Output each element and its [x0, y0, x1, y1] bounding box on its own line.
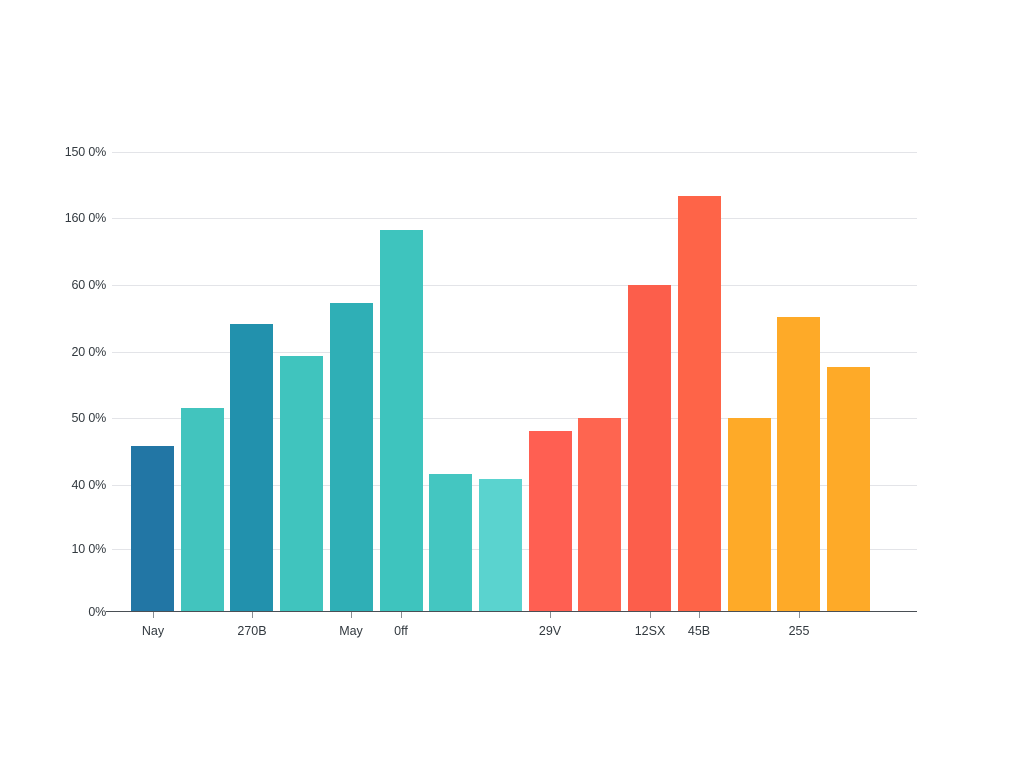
bar-8 [479, 479, 522, 612]
bar-2 [181, 408, 224, 612]
bar-6 [380, 230, 423, 612]
x-tick-label: 45B [687, 624, 711, 638]
y-tick-label: 40 0% [71, 478, 107, 492]
x-tick [699, 612, 700, 618]
gridline [112, 218, 917, 219]
y-tick-label: 0% [88, 605, 106, 619]
y-tick-label: 50 0% [71, 411, 107, 425]
bar-4 [280, 356, 323, 612]
x-tick [351, 612, 352, 618]
x-tick [650, 612, 651, 618]
x-tick-label: 270B [237, 624, 267, 638]
bar-14 [777, 317, 820, 612]
x-tick-label: 0ff [394, 624, 408, 638]
y-tick-label: 20 0% [71, 345, 107, 359]
x-tick-label: Nay [141, 624, 165, 638]
y-tick-label: 150 0% [64, 145, 106, 159]
bar-7 [429, 474, 472, 612]
gridline [112, 152, 917, 153]
bar-3 [230, 324, 273, 612]
x-tick [799, 612, 800, 618]
x-tick-label: 12SX [634, 624, 666, 638]
x-tick-label: May [339, 624, 363, 638]
x-tick [252, 612, 253, 618]
bar-9 [529, 431, 572, 612]
y-tick-label: 60 0% [71, 278, 107, 292]
bar-5 [330, 303, 373, 612]
x-tick-label: 255 [788, 624, 810, 638]
y-tick-label: 10 0% [71, 542, 107, 556]
x-axis-line [106, 611, 917, 612]
gridline [112, 285, 917, 286]
y-tick-label: 160 0% [64, 211, 106, 225]
bar-10 [578, 418, 621, 612]
bar-12 [678, 196, 721, 612]
x-tick [153, 612, 154, 618]
bar-1 [131, 446, 174, 612]
x-tick [550, 612, 551, 618]
bar-11 [628, 285, 671, 612]
gridline [112, 418, 917, 419]
x-tick-label: 29V [538, 624, 562, 638]
bar-15 [827, 367, 870, 612]
x-tick [401, 612, 402, 618]
bar-13 [728, 418, 771, 612]
gridline [112, 352, 917, 353]
